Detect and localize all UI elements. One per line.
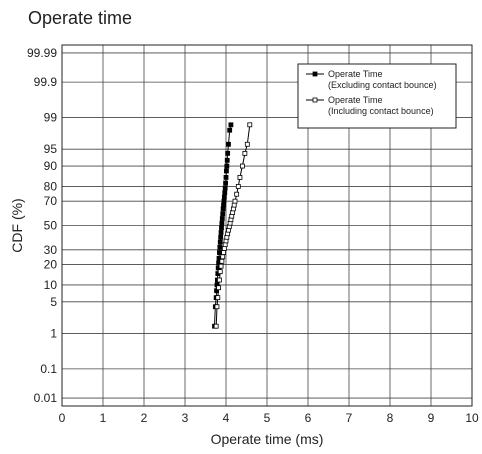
chart-title: Operate time bbox=[28, 8, 133, 28]
y-tick-label: 0.1 bbox=[40, 362, 57, 376]
legend-label: Operate Time bbox=[328, 95, 383, 105]
x-tick-label: 8 bbox=[387, 411, 394, 425]
data-point bbox=[221, 194, 227, 200]
x-tick-label: 1 bbox=[100, 411, 107, 425]
y-tick-label: 99 bbox=[44, 111, 58, 125]
x-tick-label: 3 bbox=[182, 411, 189, 425]
data-point bbox=[232, 198, 238, 204]
data-point bbox=[227, 127, 233, 133]
data-point bbox=[217, 269, 223, 275]
data-point bbox=[221, 246, 227, 251]
data-point bbox=[214, 304, 220, 310]
data-point bbox=[218, 263, 224, 269]
data-point bbox=[215, 295, 221, 301]
legend-marker bbox=[312, 97, 318, 103]
y-tick-label: 99.99 bbox=[27, 46, 57, 60]
data-point bbox=[223, 175, 229, 180]
y-tick-label: 95 bbox=[44, 142, 58, 156]
data-point bbox=[224, 163, 230, 169]
x-axis-ticks: 0 1 2 3 4 5 6 7 8 9 10 bbox=[59, 411, 479, 425]
data-point bbox=[224, 168, 229, 174]
x-axis-label: Operate time (ms) bbox=[211, 431, 324, 447]
data-point bbox=[225, 150, 231, 156]
data-point bbox=[235, 184, 241, 189]
y-tick-label: 90 bbox=[44, 159, 58, 173]
legend: Operate Time(Excluding contact bounce)Op… bbox=[297, 63, 457, 129]
series-layer bbox=[212, 122, 253, 329]
data-point bbox=[222, 190, 228, 196]
data-point bbox=[216, 285, 222, 291]
legend-sublabel: (Excluding contact bounce) bbox=[328, 80, 437, 90]
data-point bbox=[247, 122, 253, 128]
data-point bbox=[237, 175, 243, 180]
data-point bbox=[220, 211, 226, 217]
data-point bbox=[219, 225, 224, 231]
y-tick-label: 99.9 bbox=[34, 75, 58, 89]
y-tick-label: 80 bbox=[44, 179, 58, 193]
y-axis-label: CDF (%) bbox=[9, 198, 25, 252]
data-point bbox=[242, 150, 248, 156]
y-tick-label: 10 bbox=[44, 278, 58, 292]
x-tick-label: 5 bbox=[264, 411, 271, 425]
data-point bbox=[226, 141, 231, 147]
data-point bbox=[221, 202, 226, 208]
data-point bbox=[219, 258, 225, 264]
x-tick-label: 4 bbox=[223, 411, 230, 425]
data-point bbox=[224, 157, 230, 163]
legend-sublabel: (Including contact bounce) bbox=[328, 106, 434, 116]
data-point bbox=[219, 216, 225, 221]
legend-marker bbox=[312, 71, 318, 77]
data-point bbox=[234, 191, 240, 197]
data-point bbox=[239, 163, 245, 169]
plot-frame bbox=[61, 44, 473, 407]
legend-entry-2: Operate Time(Including contact bounce) bbox=[306, 95, 434, 116]
data-point bbox=[222, 185, 228, 191]
x-tick-label: 6 bbox=[305, 411, 312, 425]
y-tick-label: 70 bbox=[44, 194, 58, 208]
x-tick-label: 0 bbox=[59, 411, 66, 425]
data-point bbox=[217, 277, 222, 283]
y-tick-label: 1 bbox=[50, 326, 57, 340]
data-point bbox=[218, 234, 224, 240]
x-tick-label: 10 bbox=[465, 411, 479, 425]
data-point bbox=[218, 230, 224, 235]
series-2 bbox=[213, 122, 253, 329]
data-point bbox=[231, 202, 237, 208]
legend-label: Operate Time bbox=[328, 69, 383, 79]
data-point bbox=[219, 220, 225, 226]
data-point bbox=[217, 250, 222, 255]
x-tick-label: 9 bbox=[428, 411, 435, 425]
legend-box bbox=[297, 63, 457, 129]
x-tick-label: 2 bbox=[141, 411, 148, 425]
data-point bbox=[217, 244, 223, 250]
data-point bbox=[220, 254, 226, 260]
data-point bbox=[217, 239, 223, 245]
y-tick-label: 5 bbox=[50, 295, 57, 309]
data-point bbox=[228, 122, 234, 128]
data-point bbox=[221, 198, 227, 204]
data-point bbox=[244, 141, 250, 147]
y-tick-label: 30 bbox=[44, 243, 58, 257]
legend-entry-1: Operate Time(Excluding contact bounce) bbox=[306, 69, 437, 90]
data-point bbox=[221, 250, 226, 255]
y-tick-label: 20 bbox=[44, 258, 58, 272]
data-point bbox=[223, 180, 228, 186]
y-tick-label: 50 bbox=[44, 219, 58, 233]
x-tick-label: 7 bbox=[346, 411, 353, 425]
y-tick-label: 0.01 bbox=[34, 391, 58, 405]
data-point bbox=[213, 323, 219, 329]
